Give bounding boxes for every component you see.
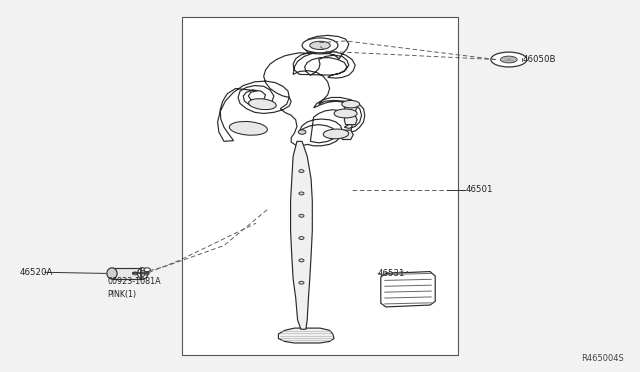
Ellipse shape [500, 56, 517, 63]
Polygon shape [344, 115, 357, 125]
Polygon shape [291, 141, 312, 329]
Ellipse shape [299, 192, 304, 195]
Ellipse shape [491, 52, 527, 67]
Ellipse shape [299, 281, 304, 284]
Text: 46050B: 46050B [523, 55, 556, 64]
Polygon shape [112, 268, 143, 279]
Ellipse shape [310, 41, 330, 49]
Ellipse shape [107, 268, 117, 279]
Polygon shape [381, 272, 435, 307]
Ellipse shape [248, 99, 276, 110]
Polygon shape [344, 103, 357, 112]
Polygon shape [218, 35, 365, 146]
Ellipse shape [132, 272, 138, 275]
Polygon shape [278, 328, 334, 343]
Ellipse shape [298, 130, 306, 134]
Text: 46501: 46501 [466, 185, 493, 194]
Text: PINK(1): PINK(1) [108, 290, 137, 299]
Ellipse shape [323, 129, 349, 139]
Bar [182, 17, 458, 355]
Ellipse shape [299, 214, 304, 217]
Text: R465004S: R465004S [581, 354, 624, 363]
Ellipse shape [140, 270, 145, 276]
Text: 46531: 46531 [378, 269, 405, 278]
Ellipse shape [299, 170, 304, 173]
Ellipse shape [144, 272, 149, 275]
Ellipse shape [138, 268, 148, 279]
Ellipse shape [302, 38, 338, 53]
Text: 46520A: 46520A [19, 268, 52, 277]
Ellipse shape [299, 259, 304, 262]
Ellipse shape [334, 109, 357, 118]
Ellipse shape [144, 268, 150, 272]
Ellipse shape [229, 122, 268, 135]
Polygon shape [340, 130, 353, 140]
Ellipse shape [342, 100, 360, 108]
Text: 00923-1081A: 00923-1081A [108, 278, 161, 286]
Ellipse shape [299, 237, 304, 240]
